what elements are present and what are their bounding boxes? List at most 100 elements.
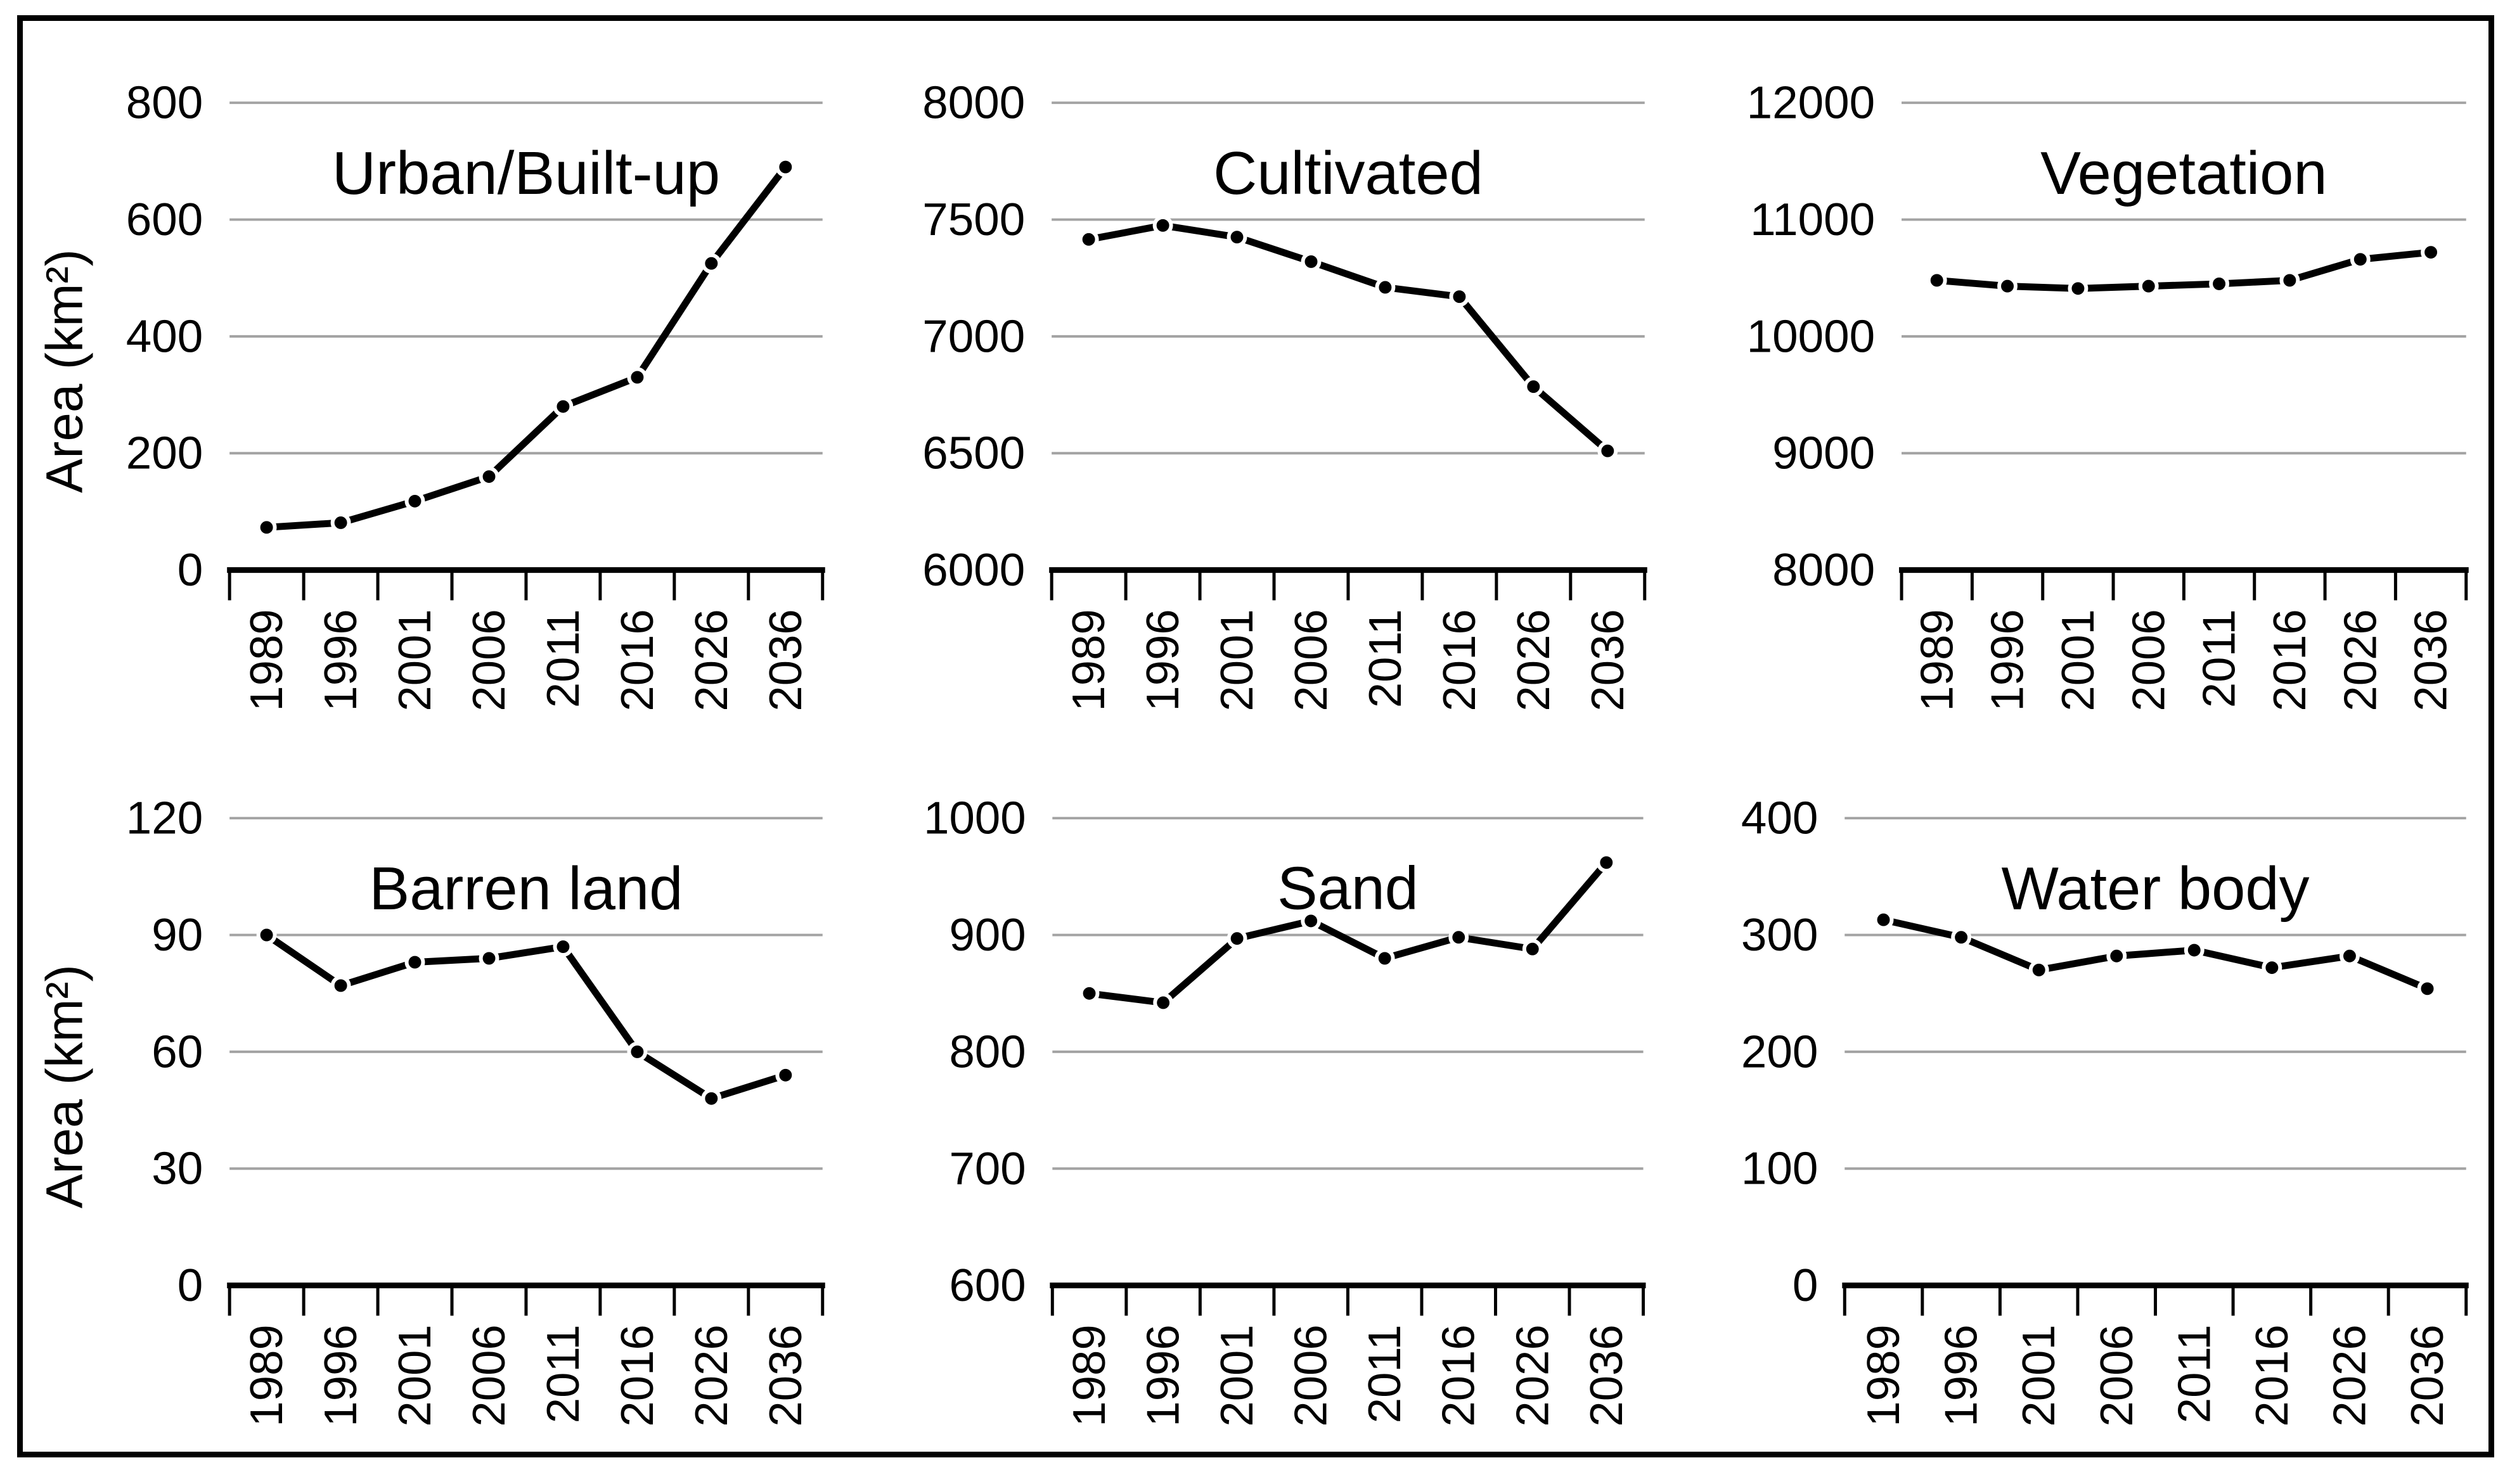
data-point [2340,945,2360,966]
x-tick-label: 2006 [1285,1324,1336,1426]
y-tick-label: 120 [126,793,203,844]
x-tick-label: 2016 [1432,1324,1484,1426]
series-line [1933,248,2435,292]
data-point [627,367,648,388]
data-point [1300,911,1321,931]
data-point [256,924,277,945]
urban-builtup-plot: 0 200 400 600 800 1989 1996 2001 2006 2011 2016 202… [35,77,825,712]
sand-plot: 600 700 800 900 1000 1989 1996 2001 2006 2011 2016… [924,793,1646,1427]
x-tick-label: 2011 [2194,609,2245,708]
data-point [404,952,425,973]
x-tick-label: 2011 [1359,1324,1410,1423]
x-tick-label: 2036 [1581,609,1633,711]
y-tick-label: 30 [151,1143,203,1194]
y-tick-label: 400 [1741,793,1818,844]
data-point [479,948,499,969]
y-tick-label: 7000 [922,310,1025,362]
vegetation-plot: 8000 9000 10000 11000 12000 1989 1996 2001 2006 2… [1747,77,2469,712]
y-tick-label: 6500 [922,428,1025,479]
chart-vegetation: 8000 9000 10000 11000 12000 1989 1996 2001 2006 2… [1666,21,2488,736]
chart-title: Urban/Built-up [332,139,720,207]
data-point [2106,945,2127,966]
x-tick-label: 2006 [463,609,515,711]
data-point [479,466,499,487]
x-tick-label: 2026 [2324,1324,2376,1426]
data-point [2417,978,2438,999]
y-tick-label: 700 [949,1143,1026,1194]
series-line [1085,222,1611,455]
data-point [330,513,351,533]
data-point [1079,983,1100,1004]
data-point [1078,229,1099,250]
x-tick-label: 2001 [2052,609,2104,711]
chart-title: Barren land [369,855,683,923]
y-tick-label: 600 [126,194,203,245]
y-axis-label: Area (km²) [35,964,93,1208]
y-tick-label: 400 [126,310,203,362]
data-point [2139,276,2160,297]
x-tick-label: 2036 [760,1324,811,1426]
data-point [2421,242,2442,263]
data-point [1226,928,1247,949]
y-tick-label: 7500 [922,194,1025,245]
data-point [256,517,277,538]
barren-land-plot: 0 30 60 90 120 1989 1996 2001 2006 2011 2016 2026 20… [35,793,825,1427]
data-point [1873,909,1894,930]
x-tick-label: 1989 [1063,609,1114,711]
y-tick-label: 800 [949,1026,1026,1077]
y-tick-label: 600 [949,1260,1026,1311]
data-point [330,975,351,996]
data-point [2350,249,2371,270]
x-tick-label: 2016 [2246,1324,2298,1426]
x-tick-label: 2026 [686,1324,737,1426]
x-tick-label: 2001 [2013,1324,2064,1426]
x-tick-label: 2006 [463,1324,515,1426]
data-point [701,1088,722,1109]
data-point [1523,376,1543,397]
x-tick-label: 1989 [1064,1324,1115,1426]
data-point [1152,215,1173,236]
series-line [263,931,789,1103]
y-tick-label: 6000 [922,544,1025,596]
chart-title: Water body [2002,855,2310,923]
x-tick-label: 1989 [1858,1324,1909,1426]
y-tick-label: 200 [1741,1026,1818,1077]
x-tick-label: 2016 [612,1324,663,1426]
x-tick-label: 1996 [1936,1324,1987,1426]
data-point [1374,948,1395,969]
series-line [1085,859,1610,1006]
data-point [775,157,796,177]
x-tick-label: 2011 [1360,609,1411,708]
y-tick-label: 100 [1741,1143,1818,1194]
x-tick-label: 2036 [2402,1324,2453,1426]
data-point [1596,852,1616,873]
x-tick-label: 1996 [315,609,366,711]
figure-border: 0 200 400 600 800 1989 1996 2001 2006 2011 2016 202… [17,15,2494,1457]
y-tick-label: 8000 [922,77,1025,129]
y-tick-label: 12000 [1747,77,1875,129]
y-tick-label: 0 [177,544,203,596]
data-point [1226,227,1247,248]
chart-water-body: 0 100 200 300 400 1989 1996 2001 2006 2011 2016 202… [1666,736,2488,1452]
x-tick-label: 2001 [1211,1324,1263,1426]
data-point [2068,278,2089,299]
x-tick-label: 2036 [1580,1324,1632,1426]
x-tick-label: 2001 [389,1324,441,1426]
series-line [1880,916,2431,992]
x-tick-label: 1989 [241,609,292,711]
y-tick-label: 300 [1741,909,1818,961]
data-point [2029,959,2049,980]
series-line [263,163,789,531]
x-tick-label: 2006 [2123,609,2174,711]
y-tick-label: 10000 [1747,310,1875,362]
x-tick-label: 2026 [686,609,737,711]
data-point [2262,957,2282,978]
x-tick-label: 1996 [1137,1324,1188,1426]
x-tick-label: 2011 [538,609,589,708]
x-tick-label: 2036 [760,609,811,711]
x-tick-label: 2001 [1211,609,1263,711]
data-point [1449,286,1470,307]
x-tick-label: 2016 [612,609,663,711]
x-tick-label: 2016 [1433,609,1484,711]
y-tick-label: 200 [126,428,203,479]
